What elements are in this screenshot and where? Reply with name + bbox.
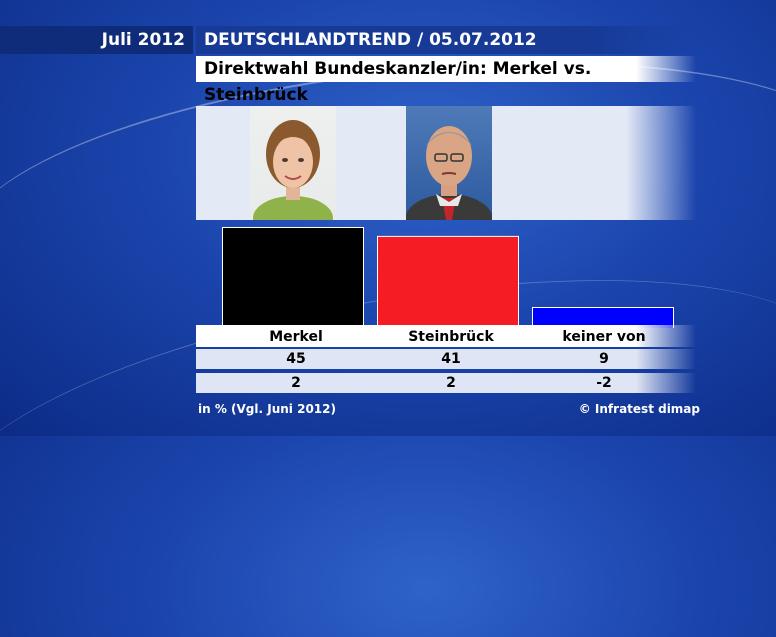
bar-chart [222, 227, 674, 328]
value-label-merkel: 45 [286, 351, 306, 367]
value-label-keiner: 9 [599, 351, 609, 367]
change-label-merkel: 2 [291, 375, 301, 391]
change-label-keiner: -2 [596, 375, 612, 391]
change-label-steinbrueck: 2 [446, 375, 456, 391]
bar-merkel [223, 228, 363, 328]
merkel-portrait [250, 106, 336, 220]
change-row: 2 2 -2 [196, 373, 696, 393]
footer-note: in % (Vgl. Juni 2012) [198, 402, 336, 416]
footer-source: © Infratest dimap [578, 402, 700, 416]
category-labels-row: Merkel Steinbrück keiner von beiden [196, 325, 696, 369]
value-label-steinbrueck: 41 [441, 351, 461, 367]
chart-title: DEUTSCHLANDTREND / 05.07.2012 [196, 26, 696, 54]
bar-keiner [533, 308, 673, 328]
bar-steinbrueck [378, 236, 518, 328]
date-label: Juli 2012 [0, 26, 193, 54]
portrait-panel [196, 106, 696, 220]
category-label-merkel: Merkel [269, 329, 323, 345]
chart-subtitle: Direktwahl Bundeskanzler/in: Merkel vs. … [196, 56, 696, 105]
category-label-steinbrueck: Steinbrück [408, 329, 494, 345]
values-row: 45 41 9 [196, 349, 696, 369]
steinbrueck-portrait [406, 106, 492, 220]
